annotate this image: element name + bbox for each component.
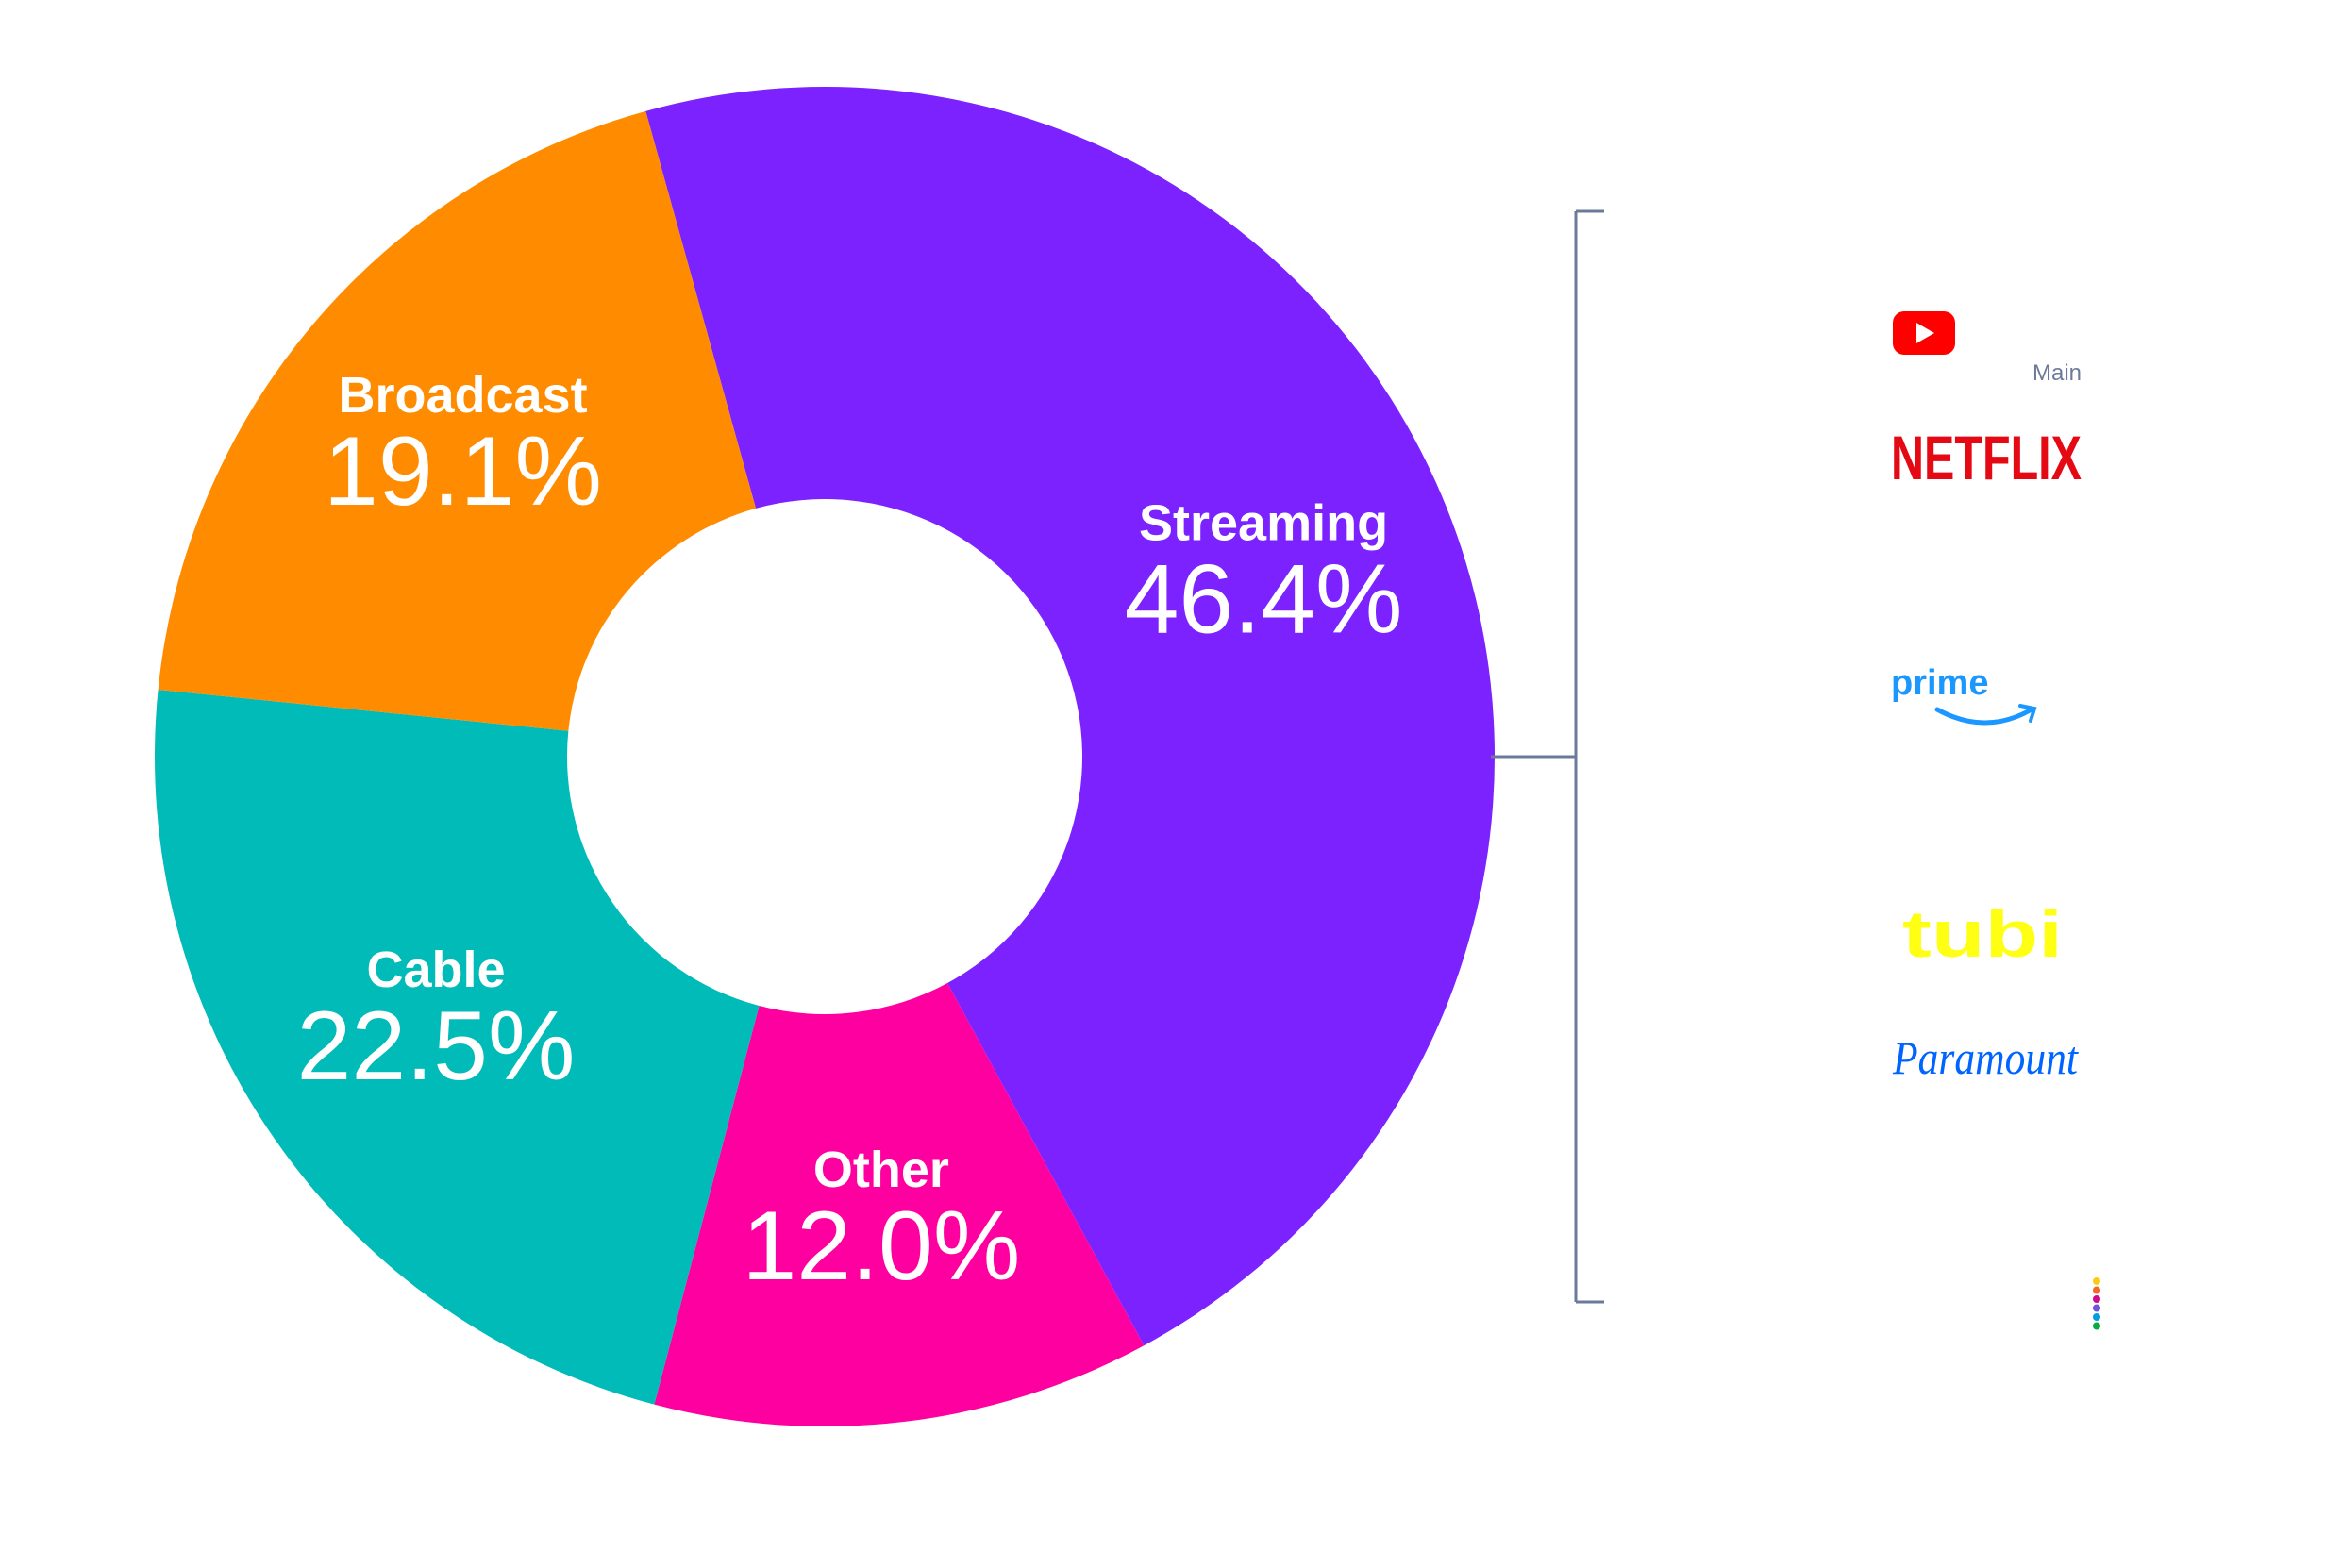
paramount-logo: Paramount bbox=[1892, 1031, 2079, 1084]
slice-value-streaming: 46.4% bbox=[1125, 544, 1403, 654]
prime-arrow-icon bbox=[2018, 704, 2037, 723]
peacock-dot bbox=[2093, 1322, 2100, 1330]
peacock-dot bbox=[2093, 1277, 2100, 1285]
peacock-dots-icon bbox=[2093, 1277, 2100, 1330]
slice-label-streaming: Streaming bbox=[1139, 494, 1388, 551]
prime-logo: prime bbox=[1891, 663, 2037, 726]
slice-label-broadcast: Broadcast bbox=[338, 367, 587, 424]
slice-broadcast bbox=[158, 110, 757, 731]
youtube-logo bbox=[1893, 311, 1955, 355]
streaming-bracket bbox=[1491, 209, 1604, 1304]
peacock-dot bbox=[2093, 1304, 2100, 1312]
slice-label-cable: Cable bbox=[366, 942, 505, 998]
slice-streaming bbox=[645, 86, 1496, 1346]
donut-slices bbox=[155, 86, 1496, 1426]
tubi-logo: tubi bbox=[1902, 897, 2063, 971]
main-label: Main bbox=[2032, 360, 2082, 386]
peacock-dot bbox=[2093, 1295, 2100, 1303]
slice-other bbox=[654, 983, 1145, 1426]
slice-value-broadcast: 19.1% bbox=[324, 417, 602, 526]
netflix-logo: NETFLIX bbox=[1891, 423, 2082, 492]
slice-cable bbox=[155, 689, 760, 1405]
prime-smile-icon bbox=[1934, 707, 2034, 726]
slice-value-cable: 22.5% bbox=[297, 992, 576, 1101]
youtube-play-icon bbox=[1916, 323, 1934, 343]
peacock-dot bbox=[2093, 1286, 2100, 1294]
peacock-dot bbox=[2093, 1313, 2100, 1321]
svg-text:prime: prime bbox=[1891, 663, 1988, 703]
slice-value-other: 12.0% bbox=[742, 1192, 1020, 1301]
slice-label-other: Other bbox=[813, 1142, 949, 1198]
